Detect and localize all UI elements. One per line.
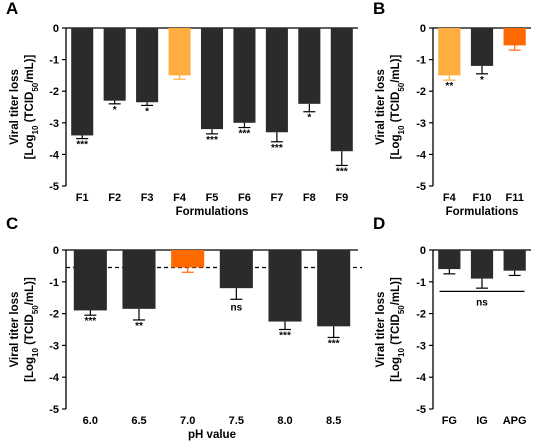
panel-c-bar-6.5 bbox=[122, 250, 156, 309]
panel-b-ytick-label: -1 bbox=[416, 55, 426, 67]
panel-a-ytick-label: -5 bbox=[49, 181, 59, 193]
panel-c-significance: *** bbox=[279, 331, 291, 342]
panel-a-significance: * bbox=[307, 113, 311, 124]
panel-d-xtick-label: FG bbox=[442, 415, 457, 427]
panel-d-xtick-label: APG bbox=[503, 415, 527, 427]
panel-a-bar-F4 bbox=[168, 28, 191, 76]
panel-b-significance: ** bbox=[445, 81, 453, 92]
panel-a-ytick-label: -3 bbox=[49, 118, 59, 130]
panel-d-ytick-label: -2 bbox=[416, 309, 426, 321]
panel-b-letter: B bbox=[373, 0, 385, 18]
panel-d-ytick-label: -1 bbox=[416, 277, 426, 289]
panel-c-ylabel-line1: Viral titer loss bbox=[9, 292, 21, 368]
panel-d-ytick-label: -5 bbox=[416, 404, 426, 416]
panel-c-significance: *** bbox=[328, 338, 340, 349]
panel-d-bar-IG bbox=[470, 250, 494, 279]
panel-a-xtick-label: F4 bbox=[173, 192, 187, 204]
panel-b-ytick-label: 0 bbox=[420, 23, 426, 35]
panel-a-xlabel: Formulations bbox=[176, 206, 249, 218]
panel-a-xtick-label: F3 bbox=[141, 192, 154, 204]
panel-c-significance: ns bbox=[230, 302, 242, 313]
panel-d-ytick-label: -4 bbox=[416, 372, 427, 384]
panel-a-significance: *** bbox=[271, 143, 283, 154]
panel-c-xtick-label: 7.5 bbox=[229, 415, 244, 427]
panel-c-xtick-label: 8.0 bbox=[277, 415, 292, 427]
panel-b-bar-F10 bbox=[470, 28, 494, 66]
panel-d-ylabel-line2: [Log10 (TCID50/mL)] bbox=[390, 277, 406, 382]
panel-a-ytick-label: -2 bbox=[49, 86, 59, 98]
panel-c-xtick-label: 6.5 bbox=[131, 415, 146, 427]
panel-b-ylabel-line2: [Log10 (TCID50/mL)] bbox=[390, 54, 406, 159]
panel-a-bar-F2 bbox=[103, 28, 126, 101]
panel-a-significance: *** bbox=[206, 135, 218, 146]
panel-c-ylabel-line2: [Log10 (TCID50/mL)] bbox=[24, 277, 40, 382]
panel-a-ytick-label: 0 bbox=[53, 23, 59, 35]
panel-b-xtick-label: F4 bbox=[443, 192, 457, 204]
panel-a-letter: A bbox=[6, 0, 18, 18]
panel-a-bar-F8 bbox=[298, 28, 321, 104]
panel-d-ytick-label: 0 bbox=[420, 245, 426, 257]
panel-c-bar-8.5 bbox=[317, 250, 351, 327]
panel-c-ytick-label: -2 bbox=[49, 309, 59, 321]
panel-c-ytick-label: 0 bbox=[53, 245, 59, 257]
panel-c-bar-8.0 bbox=[268, 250, 302, 322]
panel-b-xlabel: Formulations bbox=[446, 206, 519, 218]
panel-b-ylabel-line1: Viral titer loss bbox=[375, 69, 387, 145]
panel-d-bar-APG bbox=[503, 250, 526, 271]
panel-a-bar-F1 bbox=[71, 28, 94, 136]
panel-c-bar-7.5 bbox=[219, 250, 253, 289]
panel-c-xlabel: pH value bbox=[188, 429, 236, 441]
panel-b-ytick-label: -3 bbox=[416, 118, 426, 130]
panel-c-xtick-label: 6.0 bbox=[83, 415, 98, 427]
panel-a-bar-F6 bbox=[233, 28, 256, 123]
panel-c-ytick-label: -4 bbox=[49, 372, 60, 384]
panel-a-xtick-label: F6 bbox=[238, 192, 251, 204]
panel-a-ytick-label: -1 bbox=[49, 55, 59, 67]
panel-c-ytick-label: -1 bbox=[49, 277, 59, 289]
panel-b-bar-F4 bbox=[438, 28, 461, 76]
panel-d-ylabel-line1: Viral titer loss bbox=[375, 292, 387, 368]
panel-c-letter: C bbox=[6, 214, 18, 233]
panel-d-bar-FG bbox=[438, 250, 461, 270]
panel-a-xtick-label: F9 bbox=[335, 192, 348, 204]
panel-c-bar-6.0 bbox=[73, 250, 107, 311]
panel-c-significance: ** bbox=[135, 321, 143, 332]
panel-a-significance: *** bbox=[336, 166, 348, 177]
panel-a-ylabel-line1: Viral titer loss bbox=[9, 69, 21, 145]
panel-b-bar-F11 bbox=[503, 28, 526, 46]
panel-a-bar-F5 bbox=[200, 28, 224, 130]
panel-a-ytick-label: -4 bbox=[49, 149, 60, 161]
panel-a-significance: *** bbox=[76, 140, 88, 151]
panel-d-letter: D bbox=[373, 214, 385, 233]
panel-a-ylabel-line2: [Log10 (TCID50/mL)] bbox=[24, 54, 40, 159]
panel-a-xtick-label: F7 bbox=[270, 192, 283, 204]
panel-c-xtick-label: 8.5 bbox=[326, 415, 341, 427]
panel-a-significance: * bbox=[113, 105, 117, 116]
panel-c-bar-7.0 bbox=[171, 250, 205, 268]
panel-a-bar-F3 bbox=[136, 28, 159, 103]
panel-b-significance: * bbox=[480, 75, 484, 86]
panel-a-significance: *** bbox=[239, 129, 251, 140]
panel-c-ytick-label: -3 bbox=[49, 340, 59, 352]
panel-c-significance: *** bbox=[84, 316, 96, 327]
panel-a-xtick-label: F5 bbox=[206, 192, 219, 204]
panel-a-xtick-label: F8 bbox=[303, 192, 316, 204]
panel-c-xtick-label: 7.0 bbox=[180, 415, 195, 427]
panel-b-xtick-label: F11 bbox=[505, 192, 523, 204]
panel-b-ytick-label: -5 bbox=[416, 181, 426, 193]
panel-d-xtick-label: IG bbox=[476, 415, 488, 427]
panel-a-xtick-label: F1 bbox=[76, 192, 89, 204]
panel-a-xtick-label: F2 bbox=[108, 192, 121, 204]
panel-d-ytick-label: -3 bbox=[416, 340, 426, 352]
panel-b-ytick-label: -2 bbox=[416, 86, 426, 98]
panel-a-significance: * bbox=[145, 106, 149, 117]
panel-a-bar-F9 bbox=[330, 28, 353, 152]
panel-a-bar-F7 bbox=[265, 28, 288, 133]
panel-c-ytick-label: -5 bbox=[49, 404, 59, 416]
panel-b-xtick-label: F10 bbox=[473, 192, 492, 204]
panel-b-ytick-label: -4 bbox=[416, 149, 427, 161]
panel-d-bracket-label: ns bbox=[476, 297, 488, 308]
